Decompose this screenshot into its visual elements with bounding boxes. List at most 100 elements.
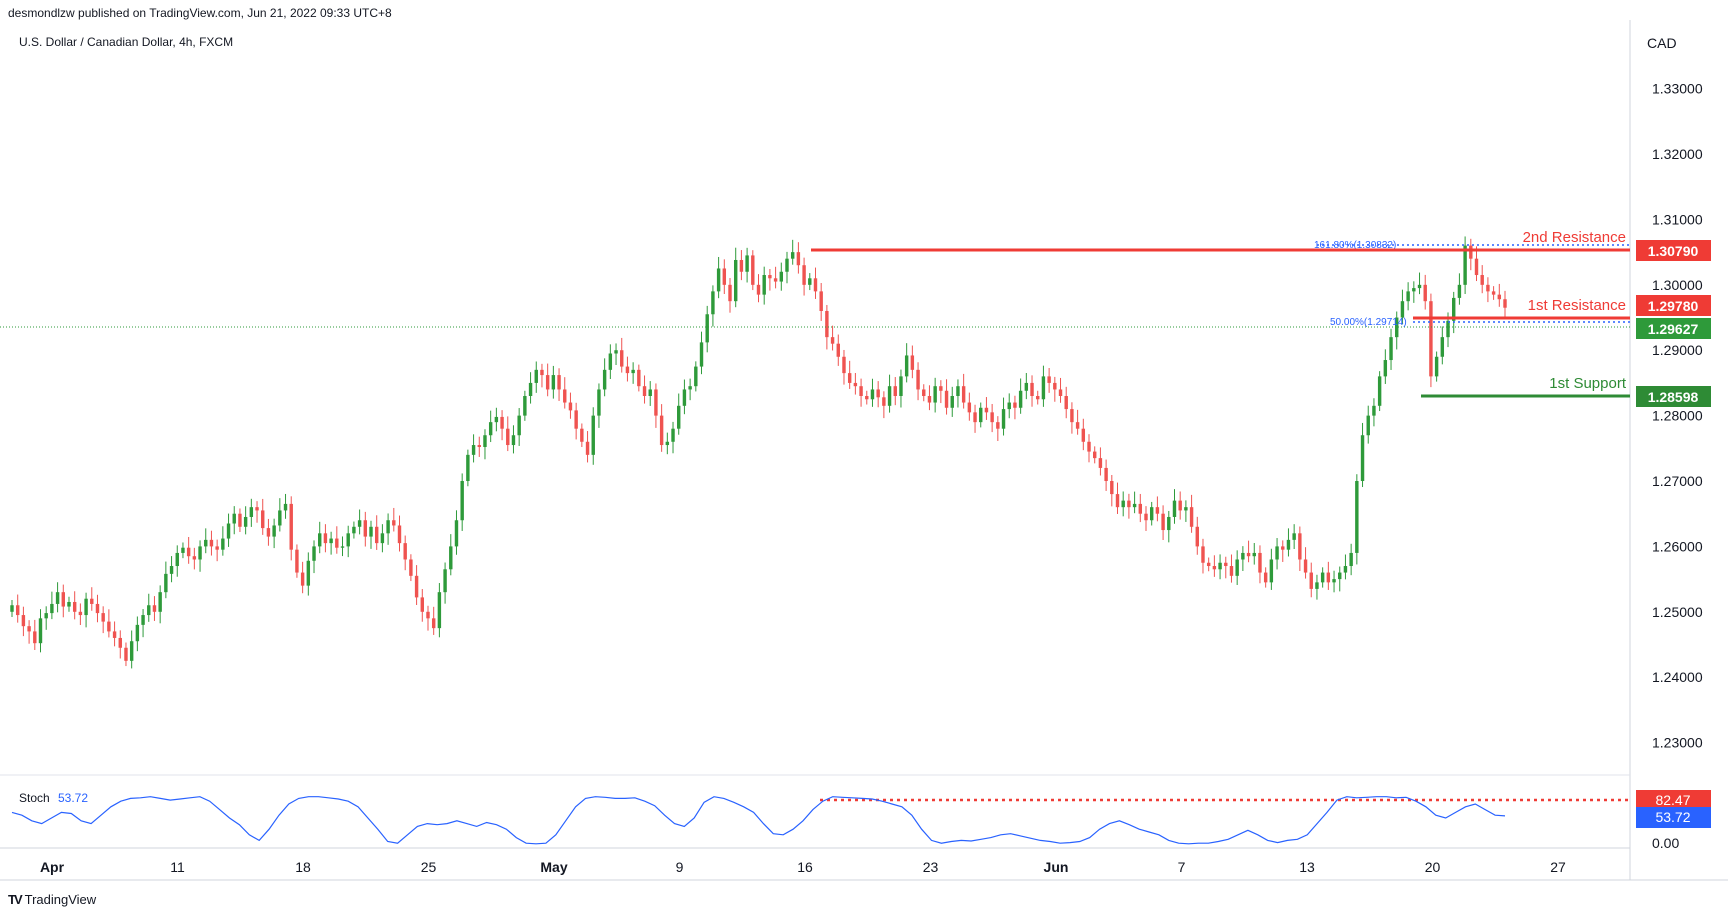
candle-body [1338,572,1342,580]
candle-body [1229,566,1234,576]
candle-body [950,396,954,408]
y-tick-label: 1.30000 [1652,277,1703,293]
candle-body [90,598,94,604]
currency-label: CAD [1647,35,1677,51]
candle-body [306,560,311,586]
candle-body [437,592,442,629]
candle-body [1212,566,1217,570]
candle-body [1303,559,1308,573]
candle-body [602,369,607,390]
candle-body [186,547,191,557]
candle-body [261,510,265,529]
candle-body [887,386,892,406]
candle-body [1093,451,1097,459]
first-support-value: 1.28598 [1648,389,1699,405]
candle-body [27,626,31,632]
stochastic-pane: Stoch 53.72 82.47 53.72 0.00 [11,790,1711,851]
candle-body [352,526,356,534]
y-tick-label: 1.31000 [1652,211,1703,227]
candle-body [1115,494,1120,508]
candle-body [1360,435,1365,482]
current-price-badge [1636,318,1711,339]
candle-body [129,641,134,661]
candle-body [1377,376,1382,406]
first-resistance-badge [1636,295,1711,316]
candle-body [534,369,538,383]
brand-name: TradingView [24,892,97,907]
candle-body [272,525,276,537]
candle-body [500,416,504,429]
candle-body [1161,513,1165,531]
candle-body [1030,382,1034,396]
candle-body [78,611,83,616]
candle-body [1417,284,1422,289]
y-tick-label: 1.27000 [1652,473,1703,489]
candle-body [278,510,282,526]
candle-body [1349,552,1353,567]
candle-body [295,549,299,573]
candle-body [300,572,305,586]
y-tick-label: 1.25000 [1652,604,1703,620]
candle-body [164,573,168,593]
candle-body [967,402,972,413]
candle-body [568,402,573,411]
candle-body [1383,360,1388,377]
candle-body [1001,409,1006,429]
candle-body [825,310,829,338]
candle-body [620,350,624,367]
candle-body [460,481,464,521]
candle-body [933,386,937,403]
candle-body [124,647,128,661]
y-axis: 1.33000 1.32000 1.31000 1.30000 1.29000 1.280… [1652,81,1703,751]
candle-body [55,592,60,604]
candle-body [152,605,157,612]
candle-body [1286,539,1291,550]
candle-body [363,520,368,537]
candle-body [403,543,407,560]
candle-body [414,575,419,598]
candle-body [659,415,664,446]
x-tick-label: May [540,859,567,875]
candle-body [33,631,37,644]
first-resistance-value: 1.29780 [1648,298,1699,314]
candle-body [15,605,20,616]
candle-body [1075,422,1080,429]
candle-body [1309,572,1313,589]
candle-body [409,559,413,576]
candle-body [1326,572,1331,583]
candle-body [107,621,111,632]
candle-body [169,566,174,574]
candle-body [1167,516,1171,531]
candle-body [84,598,88,616]
candle-body [608,353,613,370]
x-axis: Apr 11 18 25 May 9 16 23 Jun 7 13 20 27 [40,859,1566,875]
candle-body [904,355,909,377]
candle-body [1486,284,1490,292]
candle-body [112,631,117,638]
stoch-zero-label: 0.00 [1652,835,1679,851]
stoch-value-badge [1636,807,1711,828]
candle-body [597,389,601,416]
candle-body [158,592,162,612]
candle-body [67,601,71,607]
candle-body [1446,320,1450,338]
candle-body [1110,481,1114,495]
candle-body [728,284,732,302]
x-tick-label: 13 [1299,859,1315,875]
y-tick-label: 1.33000 [1652,81,1703,97]
candle-body [910,355,915,370]
candle-body [705,314,709,343]
candle-body [1423,284,1427,302]
candle-body [722,268,727,285]
candle-body [1104,467,1108,482]
candle-body [1081,428,1086,442]
candle-body [1041,376,1046,400]
candle-body [1463,245,1467,285]
candle-body [1218,562,1222,570]
candle-body [1087,441,1091,452]
x-tick-label: Jun [1044,859,1069,875]
candle-body [204,539,208,547]
candle-body [101,613,105,622]
candle-body [1206,562,1211,567]
candle-body [21,615,26,627]
